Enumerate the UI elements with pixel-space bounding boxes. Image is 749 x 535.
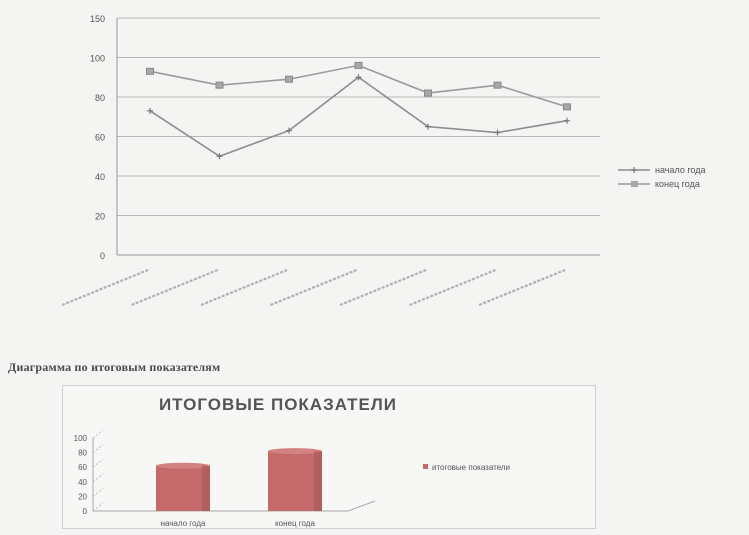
y-tick-label: 100 [74,434,88,443]
data-point [425,123,431,130]
legend-marker [631,167,637,173]
data-point [424,89,432,97]
legend-marker [631,181,638,187]
gridline [92,502,104,512]
data-point [494,129,501,136]
x-tick-label-mark [200,268,288,307]
x-tick-label: конец года [275,519,315,528]
data-point [354,61,363,69]
legend-label: конец года [655,179,700,189]
series-line [149,64,568,108]
legend-swatch [423,464,428,469]
bar-chart-frame: Итоговые показатели 0 20 40 60 80 100 начало … [62,385,596,529]
gridline [92,444,104,453]
line-chart-y-ticks: 0 20 40 60 80 100 150 [90,14,105,261]
legend-label: итоговые показатели [432,463,510,472]
bar-chart-bars: начало года конец года [156,448,322,528]
line-chart: 0 20 40 60 80 100 150 начало года конец года [61,14,705,307]
data-point [563,103,571,111]
bar-group: начало года [156,462,210,528]
data-point [493,81,502,89]
data-point [147,107,153,114]
bar-group: конец года [268,448,322,528]
bar-chart: Итоговые показатели 0 20 40 60 80 100 начало … [74,395,510,528]
data-point [285,75,293,83]
y-tick-label: 80 [95,93,105,103]
legend-label: начало года [655,165,705,175]
data-point [146,67,154,75]
x-tick-label-mark [131,268,218,307]
data-point [564,117,570,124]
bar-chart-title: Итоговые показатели [159,395,397,414]
data-point [216,153,223,160]
x-tick-label-mark [339,268,427,307]
y-tick-label: 60 [95,133,105,143]
line-chart-legend: начало года конец года [618,165,705,189]
y-tick-label: 20 [95,212,105,222]
line-chart-gridlines [116,17,600,256]
chart-caption: Диаграмма по итоговым показателям [8,360,221,374]
y-tick-label: 0 [100,251,105,261]
bar-chart-axes: 0 20 40 60 80 100 [74,429,376,516]
data-point [215,81,224,89]
y-tick-label: 40 [78,478,87,487]
gridline [92,473,104,483]
bar-chart-legend: итоговые показатели [423,463,510,472]
bar-shade [202,465,210,511]
y-tick-label: 0 [83,507,88,516]
gridline [92,429,104,439]
bar-top [156,462,210,469]
x-tick-label: начало года [161,519,206,528]
y-tick-label: 60 [78,463,87,472]
bar-shade [314,451,322,511]
x-tick-label-mark [270,268,357,307]
x-tick-label-mark [478,268,566,307]
data-point [286,127,292,134]
bar [156,465,210,511]
gridline [92,458,104,468]
y-tick-label: 20 [78,492,87,501]
line-chart-series [146,61,571,160]
bar [268,451,322,511]
y-tick-label: 80 [78,449,87,458]
data-point [355,74,362,81]
line-chart-x-ticks [61,268,566,307]
x-tick-label-mark [409,268,496,307]
y-tick-label: 100 [90,54,105,64]
y-tick-label: 40 [95,172,105,182]
x-axis-depth-line [347,500,376,512]
bar-top [268,448,322,455]
gridline [92,488,104,497]
x-tick-label-mark [61,268,149,307]
series-line [149,76,568,158]
y-tick-label: 150 [90,14,105,24]
